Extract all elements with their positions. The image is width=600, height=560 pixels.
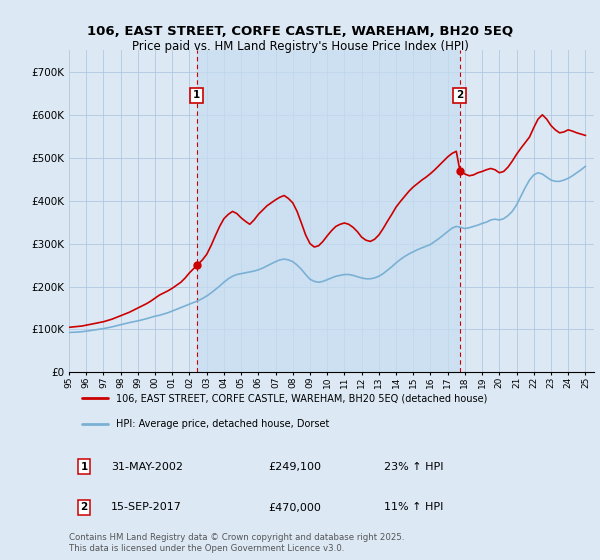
Text: 1: 1 <box>80 461 88 472</box>
Text: 23% ↑ HPI: 23% ↑ HPI <box>384 461 443 472</box>
Text: Price paid vs. HM Land Registry's House Price Index (HPI): Price paid vs. HM Land Registry's House … <box>131 40 469 53</box>
Text: 1: 1 <box>193 91 200 100</box>
Text: 15-SEP-2017: 15-SEP-2017 <box>111 502 182 512</box>
Text: 106, EAST STREET, CORFE CASTLE, WAREHAM, BH20 5EQ: 106, EAST STREET, CORFE CASTLE, WAREHAM,… <box>87 25 513 38</box>
Text: 2: 2 <box>80 502 88 512</box>
Text: £470,000: £470,000 <box>269 502 322 512</box>
Text: 2: 2 <box>456 91 464 100</box>
Text: £249,100: £249,100 <box>269 461 322 472</box>
Text: HPI: Average price, detached house, Dorset: HPI: Average price, detached house, Dors… <box>116 419 329 429</box>
Text: 31-MAY-2002: 31-MAY-2002 <box>111 461 183 472</box>
Text: 11% ↑ HPI: 11% ↑ HPI <box>384 502 443 512</box>
Text: Contains HM Land Registry data © Crown copyright and database right 2025.
This d: Contains HM Land Registry data © Crown c… <box>69 533 404 553</box>
Bar <box>197 50 460 372</box>
Text: 106, EAST STREET, CORFE CASTLE, WAREHAM, BH20 5EQ (detached house): 106, EAST STREET, CORFE CASTLE, WAREHAM,… <box>116 394 488 403</box>
